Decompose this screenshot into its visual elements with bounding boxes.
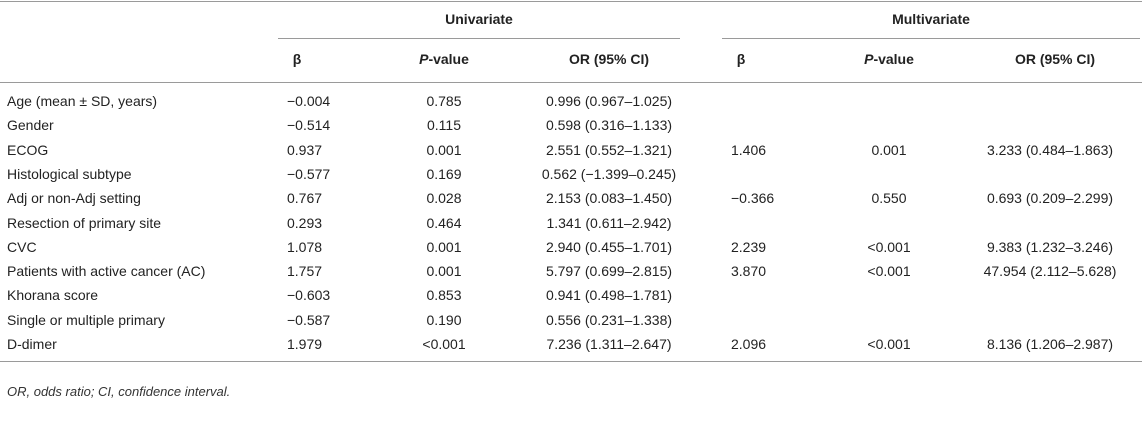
univariate-header: Univariate [445,11,513,27]
p-value-multivariate: <0.001 [867,336,911,352]
col-p-multivariate: P-value [849,51,929,67]
col-p-italic: P [864,51,874,67]
p-value-multivariate: <0.001 [867,238,911,255]
col-beta-multivariate: β [736,51,746,67]
row-label: ECOG [7,141,49,158]
or-multivariate: 47.954 (2.112–5.628) [983,263,1117,280]
p-value-univariate: 0.464 [426,214,462,231]
col-or-multivariate: OR (95% CI) [1014,51,1096,67]
or-univariate: 0.562 (−1.399–0.245) [541,165,677,182]
table-row: Resection of primary site 0.293 0.464 1.341… [0,212,1142,235]
p-value-multivariate: <0.001 [867,263,911,280]
table-row: D-dimer 1.979 <0.001 7.236 (1.311–2.647) 2.0… [0,333,1142,356]
row-label: Single or multiple primary [7,311,165,328]
p-value-univariate: <0.001 [422,336,466,352]
table-footnote: OR, odds ratio; CI, confidence interval. [7,384,231,399]
p-value-univariate: 0.028 [426,190,462,207]
row-label: Resection of primary site [7,214,162,231]
or-multivariate: 8.136 (1.206–2.987) [986,336,1114,352]
p-value-univariate: 0.190 [426,311,462,328]
beta-multivariate: 3.870 [731,263,767,280]
table-bottom-rule [0,361,1142,362]
col-p-suffix: -value [873,51,914,67]
row-label: Adj or non-Adj setting [7,190,141,207]
or-univariate: 7.236 (1.311–2.647) [546,336,672,352]
p-value-univariate: 0.001 [426,238,462,255]
table-row: ECOG 0.937 0.001 2.551 (0.552–1.321) 1.406 0.… [0,139,1142,162]
col-beta-univariate: β [292,51,302,67]
table-row: Gender −0.514 0.115 0.598 (0.316–1.133) [0,114,1142,137]
beta-univariate: −0.603 [287,287,331,304]
table-row: Age (mean ± SD, years) −0.004 0.785 0.996 (… [0,90,1142,113]
table-row: Khorana score −0.603 0.853 0.941 (0.498–1.7… [0,284,1142,307]
beta-univariate: −0.577 [287,165,331,182]
beta-multivariate: −0.366 [731,190,775,207]
or-multivariate: 0.693 (0.209–2.299) [986,190,1114,207]
p-value-univariate: 0.853 [426,287,462,304]
or-univariate: 0.996 (0.967–1.025) [545,93,673,109]
multivariate-rule [722,38,1140,39]
row-label: CVC [7,238,37,255]
multivariate-header: Multivariate [892,11,970,27]
beta-univariate: 0.293 [287,214,323,231]
p-value-univariate: 0.115 [427,117,461,134]
or-univariate: 2.551 (0.552–1.321) [545,141,673,158]
beta-multivariate: 1.406 [731,141,767,158]
table-row: Adj or non-Adj setting 0.767 0.028 2.153 (0… [0,187,1142,210]
beta-univariate: 1.757 [287,263,323,280]
beta-multivariate: 2.096 [731,336,767,352]
header-bottom-rule [0,82,1142,83]
or-univariate: 0.941 (0.498–1.781) [545,287,673,304]
row-label: Histological subtype [7,165,132,182]
p-value-univariate: 0.169 [426,165,462,182]
beta-multivariate: 2.239 [731,238,767,255]
beta-univariate: −0.587 [287,311,331,328]
or-univariate: 1.341 (0.611–2.942) [546,214,672,231]
table-top-rule [0,1,1142,2]
row-label: Patients with active cancer (AC) [7,263,206,280]
beta-univariate: 0.937 [287,141,323,158]
row-label: Age (mean ± SD, years) [7,93,158,109]
or-multivariate: 9.383 (1.232–3.246) [986,238,1114,255]
p-value-univariate: 0.785 [426,93,462,109]
beta-univariate: 1.979 [287,336,323,352]
col-p-italic: P [419,51,429,67]
table-row: Single or multiple primary −0.587 0.190 0.5… [0,309,1142,332]
p-value-univariate: 0.001 [426,141,462,158]
univariate-rule [278,38,680,39]
table-row: Histological subtype −0.577 0.169 0.562 (−1… [0,163,1142,186]
beta-univariate: −0.004 [287,93,331,109]
col-p-univariate: P-value [404,51,484,67]
p-value-multivariate: 0.001 [871,141,907,158]
row-label: Gender [7,117,54,134]
or-univariate: 0.598 (0.316–1.133) [545,117,673,134]
beta-univariate: 1.078 [287,238,323,255]
or-univariate: 2.940 (0.455–1.701) [545,238,673,255]
table-row: Patients with active cancer (AC) 1.757 0.0… [0,260,1142,283]
or-univariate: 0.556 (0.231–1.338) [545,311,673,328]
row-label: D-dimer [7,336,57,352]
col-or-univariate: OR (95% CI) [568,51,650,67]
table-row: CVC 1.078 0.001 2.940 (0.455–1.701) 2.239 <0.… [0,236,1142,259]
beta-univariate: −0.514 [287,117,331,134]
beta-univariate: 0.767 [287,190,323,207]
p-value-univariate: 0.001 [426,263,462,280]
or-multivariate: 3.233 (0.484–1.863) [986,141,1114,158]
or-univariate: 5.797 (0.699–2.815) [545,263,673,280]
or-univariate: 2.153 (0.083–1.450) [545,190,673,207]
col-p-suffix: -value [428,51,469,67]
p-value-multivariate: 0.550 [871,190,907,207]
row-label: Khorana score [7,287,99,304]
